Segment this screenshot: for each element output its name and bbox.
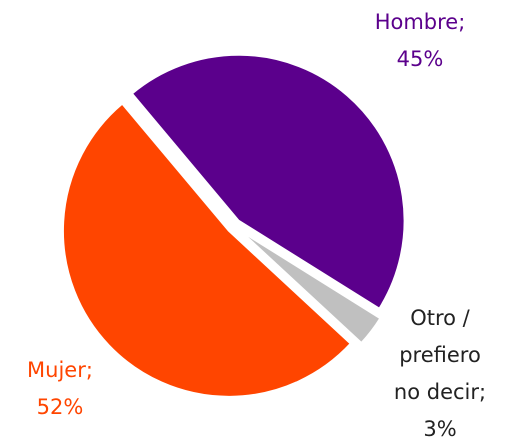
data-label: Otro / prefiero no decir; 3%: [385, 300, 495, 444]
data-label: Hombre; 45%: [355, 4, 485, 78]
pie-slice: [130, 53, 406, 311]
category-label: Otro / prefiero no decir;: [393, 306, 487, 404]
value-label: 45%: [396, 47, 444, 71]
pie-slice: [61, 102, 353, 398]
category-label: Hombre;: [374, 10, 466, 34]
data-label: Mujer; 52%: [0, 352, 120, 426]
pie-slice: [238, 229, 382, 345]
category-label: Mujer;: [27, 358, 93, 382]
value-label: 52%: [36, 395, 84, 419]
value-label: 3%: [423, 417, 457, 441]
